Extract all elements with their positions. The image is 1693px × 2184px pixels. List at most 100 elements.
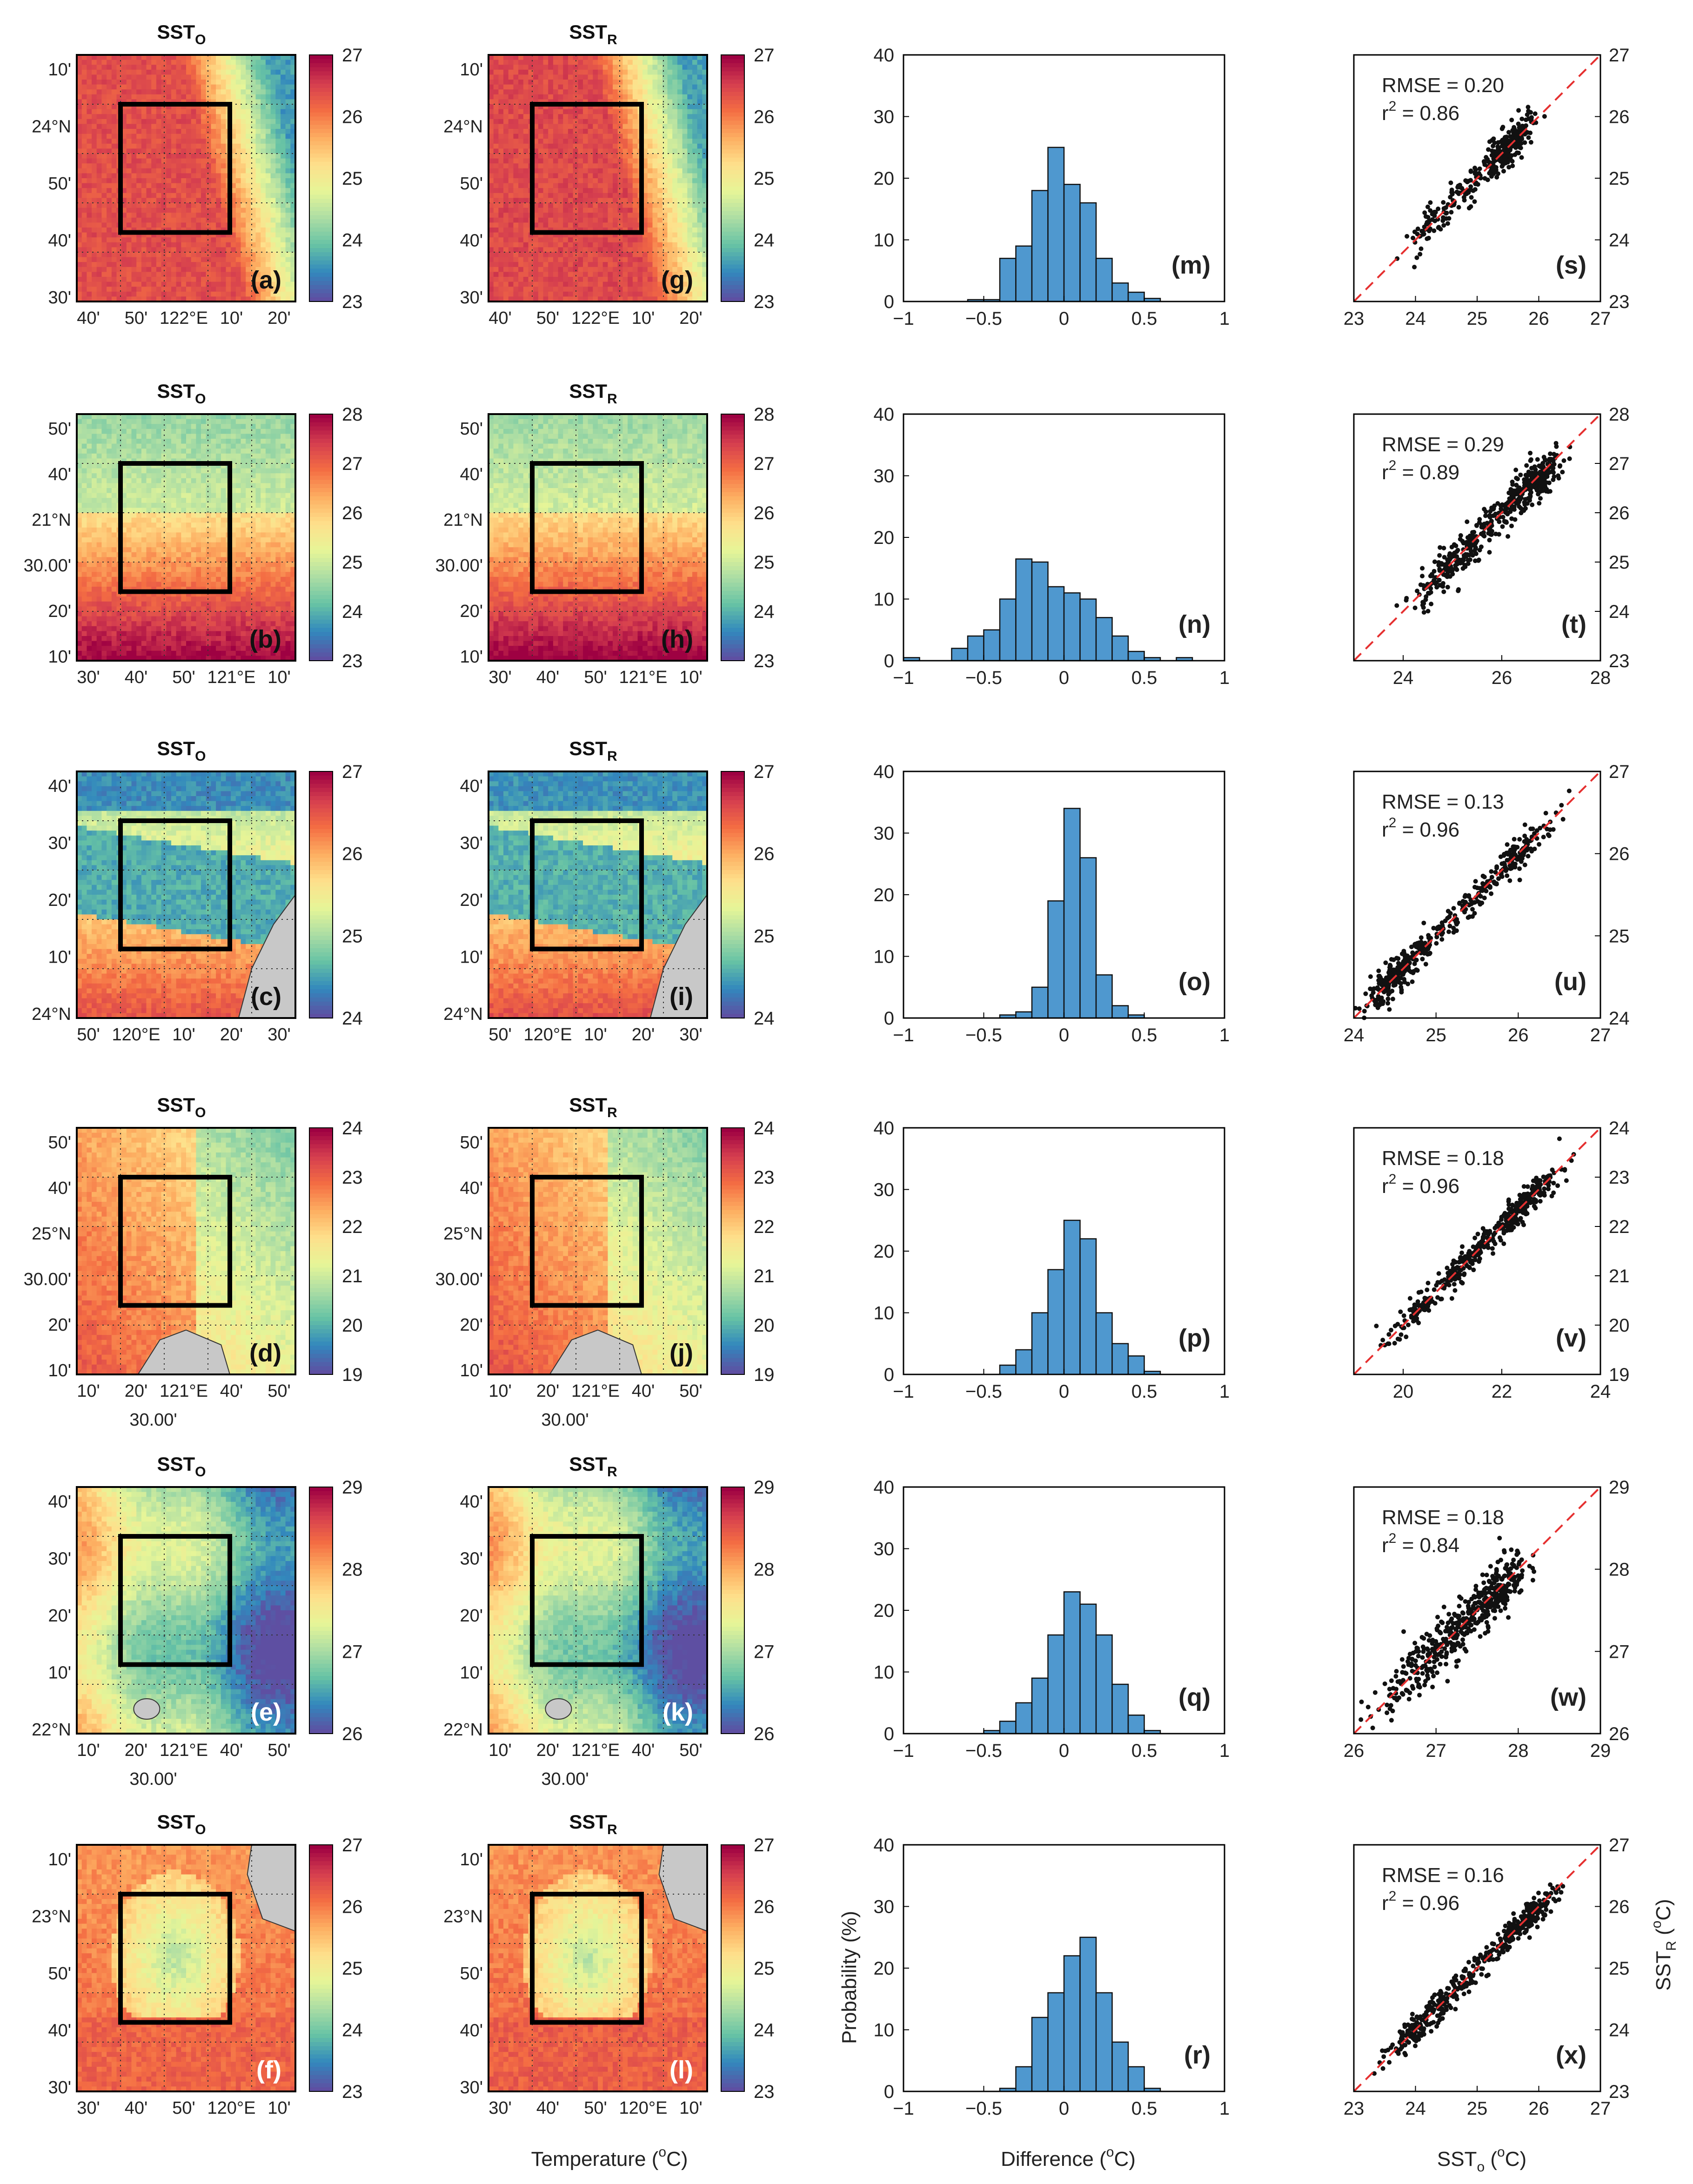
map-cell [241,222,246,228]
map-cell [136,242,142,248]
map-cell [181,168,187,174]
map-cell [628,198,633,203]
map-cell [270,291,276,297]
map-cell [652,296,658,302]
map-cell [548,296,554,302]
map-cell [151,168,157,174]
map-cell [632,168,638,174]
map-cell [513,291,519,297]
map-cell [270,198,276,203]
map-cell [77,449,82,454]
map-cell [250,193,256,198]
map-cell [523,228,529,233]
colorbar-segment [309,297,333,302]
map-cell [628,119,633,124]
map-cell [126,439,132,444]
map-cell [231,94,236,100]
map-cell [578,281,583,287]
map-cell [677,55,683,60]
map-cell [558,183,563,188]
map-cell [206,109,211,114]
map-cell [171,55,177,60]
map-cell [241,183,246,188]
map-cell [667,80,673,85]
map-cell [498,109,504,114]
map-cell [602,232,608,238]
map-cell [196,419,201,424]
map-cell [662,291,668,297]
map-cell [81,183,87,188]
map-cell [166,114,172,120]
map-cell [657,69,663,75]
map-cell [92,281,97,287]
map-cell [250,134,256,139]
map-cell [176,291,181,297]
map-cell [632,84,638,90]
map-cell [513,296,519,302]
map-cell [216,272,221,277]
map-cell [513,208,519,213]
map-cell [598,94,603,100]
map-cell [141,94,147,100]
map-cell [637,65,643,70]
map-cell [146,208,152,213]
map-cell [528,277,534,282]
map-cell [563,277,569,282]
map-cell [211,69,216,75]
map-cell [578,89,583,95]
map-cell [181,109,187,114]
map-cell [181,124,187,129]
map-cell [613,60,618,65]
map-cell [235,148,241,154]
map-cell [186,262,192,268]
map-cell [161,198,167,203]
map-cell [131,287,137,292]
map-cell [166,173,172,179]
map-cell [87,237,92,243]
map-cell [285,80,291,85]
map-cell [647,168,653,174]
map-cell [657,119,663,124]
map-cell [111,439,117,444]
map-cell [608,69,613,75]
map-cell [255,129,261,134]
map-cell [602,148,608,154]
map-cell [107,124,112,129]
map-cell [573,217,578,223]
map-cell [632,143,638,149]
map-cell [488,154,494,159]
map-cell [617,154,623,159]
map-cell [186,232,192,238]
map-cell [568,119,574,124]
map-cell [246,287,251,292]
map-cell [558,198,563,203]
map-cell [275,148,281,154]
map-cell [186,74,192,80]
colorbar-segment [309,199,333,203]
map-cell [632,198,638,203]
map-cell [568,247,574,253]
map-cell [513,232,519,238]
map-cell [101,188,107,194]
map-cell [87,217,92,223]
map-cell [553,287,559,292]
lon-tick-label: 40' [488,308,512,328]
map-cell [573,213,578,218]
map-cell [637,80,643,85]
map-cell [593,104,598,110]
map-cell [593,84,598,90]
map-cell [662,257,668,262]
map-cell [126,252,132,258]
map-cell [553,183,559,188]
map-cell [617,124,623,129]
map-cell [563,154,569,159]
map-cell [498,114,504,120]
map-cell [632,237,638,243]
map-cell [81,267,87,272]
map-cell [632,94,638,100]
map-cell [81,257,87,262]
map-cell [201,89,207,95]
map-cell [270,89,276,95]
map-cell [588,281,593,287]
map-cell [558,257,563,262]
